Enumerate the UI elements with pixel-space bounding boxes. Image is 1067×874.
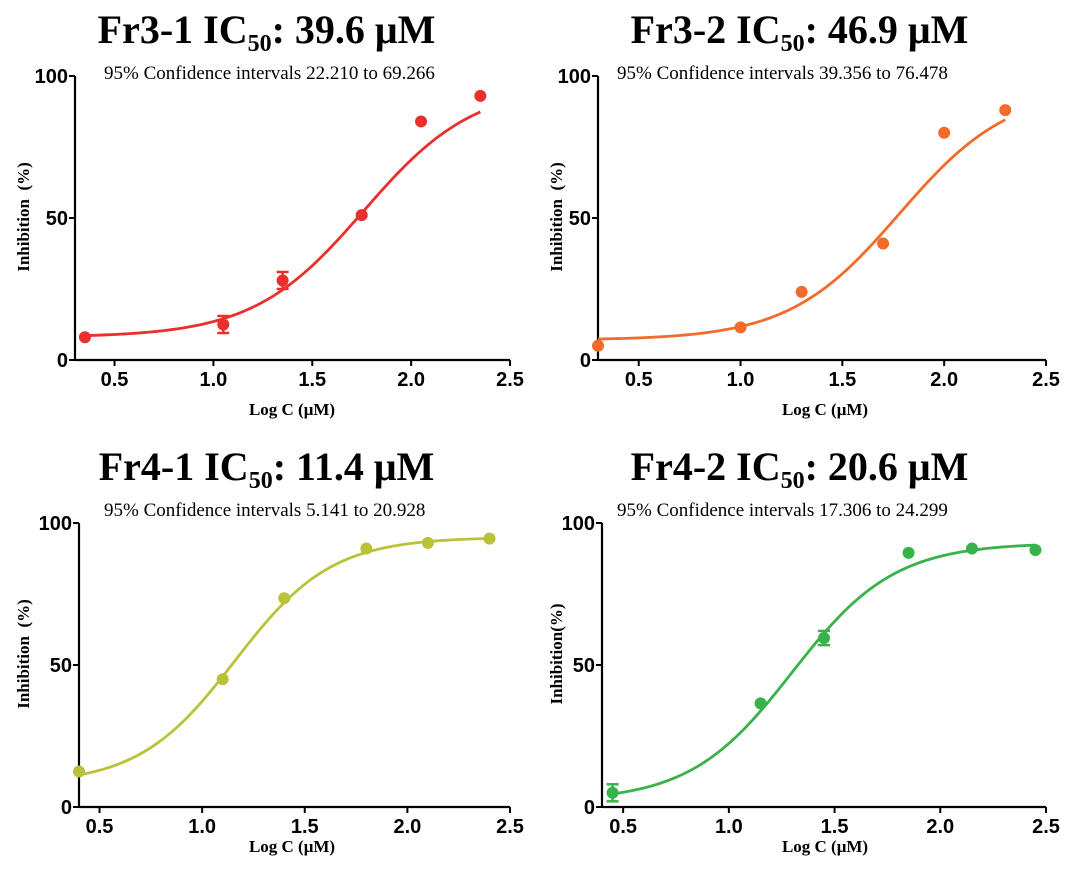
y-tick-label: 0: [584, 797, 595, 819]
data-point: [795, 285, 808, 298]
plot-area: 0 50 100 0.5 1.0 1.5 2.0 2.5: [39, 513, 524, 838]
data-point: [73, 765, 85, 778]
x-axis-label: Log C (μM): [781, 837, 869, 856]
x-tick-label: 1.5: [828, 369, 856, 391]
x-axis-label: Log C (μM): [248, 837, 336, 856]
y-tick-label: 0: [580, 350, 591, 372]
data-point: [78, 331, 91, 344]
chart-title: Fr3-1 IC50: 39.6 μM: [97, 7, 436, 57]
x-tick-label: 2.0: [397, 369, 425, 391]
y-tick-label: 0: [57, 350, 68, 372]
y-tick-label: 50: [569, 208, 591, 230]
chart-panel-fr3-1: Fr3-1 IC50: 39.6 μM 95% Confidence inter…: [0, 0, 533, 437]
x-tick-label: 1.5: [298, 369, 326, 391]
data-point: [592, 339, 604, 352]
data-point: [483, 532, 496, 545]
data-point: [276, 274, 289, 287]
x-tick-label: 0.5: [86, 816, 114, 838]
y-tick-label: 50: [573, 655, 595, 677]
data-point: [606, 786, 619, 799]
chart-title: Fr4-2 IC50: 20.6 μM: [630, 444, 969, 494]
x-tick-label: 0.5: [625, 369, 653, 391]
x-tick-label: 2.5: [1032, 369, 1060, 391]
x-tick-label: 2.5: [496, 816, 524, 838]
chart-title: Fr4-1 IC50: 11.4 μM: [98, 444, 435, 494]
fit-curve: [84, 110, 481, 338]
y-tick-label: 100: [558, 66, 591, 88]
data-point: [999, 104, 1012, 117]
data-point: [754, 697, 767, 710]
data-point: [421, 536, 434, 549]
x-tick-label: 2.0: [393, 816, 421, 838]
confidence-interval-label: 95% Confidence intervals 22.210 to 69.26…: [104, 63, 435, 84]
data-point: [474, 89, 487, 102]
y-tick-label: 50: [50, 655, 72, 677]
data-point: [938, 126, 951, 139]
x-tick-label: 1.5: [291, 816, 319, 838]
x-tick-label: 1.5: [821, 816, 849, 838]
data-point: [1029, 543, 1042, 556]
chart-title: Fr3-2 IC50: 46.9 μM: [630, 7, 969, 57]
data-point: [818, 632, 830, 645]
y-tick-label: 100: [39, 513, 72, 535]
plot-area: 0 50 100 0.5 1.0 1.5 2.0 2.5: [558, 66, 1060, 391]
y-tick-label: 50: [46, 208, 68, 230]
x-tick-label: 1.0: [727, 369, 755, 391]
x-axis-label: Log C (μM): [781, 400, 869, 419]
fit-curve: [597, 118, 1006, 341]
chart-panel-fr4-2: Fr4-2 IC50: 20.6 μM 95% Confidence inter…: [533, 437, 1066, 874]
fit-curve: [612, 543, 1036, 796]
chart-panel-fr4-1: Fr4-1 IC50: 11.4 μM 95% Confidence inter…: [0, 437, 533, 874]
data-point: [734, 321, 747, 334]
data-point: [360, 542, 373, 555]
plot-area: 0 50 100 0.5 1.0 1.5 2.0 2.5: [35, 66, 524, 391]
x-axis-label: Log C (μM): [248, 400, 336, 419]
confidence-interval-label: 95% Confidence intervals 39.356 to 76.47…: [617, 63, 948, 84]
chart-panel-fr3-2: Fr3-2 IC50: 46.9 μM 95% Confidence inter…: [533, 0, 1066, 437]
data-point: [966, 542, 978, 555]
x-tick-label: 2.0: [930, 369, 958, 391]
fit-curve: [78, 537, 490, 777]
x-tick-label: 2.0: [926, 816, 954, 838]
data-point: [216, 673, 229, 686]
x-tick-label: 0.5: [101, 369, 129, 391]
y-tick-label: 100: [35, 66, 68, 88]
data-point: [415, 115, 428, 128]
confidence-interval-label: 95% Confidence intervals 17.306 to 24.29…: [617, 500, 948, 521]
data-point: [902, 546, 915, 559]
data-point: [877, 237, 890, 250]
x-tick-label: 0.5: [609, 816, 637, 838]
y-tick-label: 100: [562, 513, 595, 535]
plot-area: 0 50 100 0.5 1.0 1.5 2.0 2.5: [562, 513, 1060, 838]
x-tick-label: 1.0: [200, 369, 228, 391]
x-tick-label: 2.5: [496, 369, 524, 391]
y-tick-label: 0: [61, 797, 72, 819]
data-point: [355, 209, 368, 222]
x-tick-label: 1.0: [715, 816, 743, 838]
x-tick-label: 1.0: [188, 816, 216, 838]
x-tick-label: 2.5: [1032, 816, 1060, 838]
confidence-interval-label: 95% Confidence intervals 5.141 to 20.928: [104, 500, 426, 521]
data-point: [217, 318, 230, 331]
data-point: [278, 592, 291, 605]
